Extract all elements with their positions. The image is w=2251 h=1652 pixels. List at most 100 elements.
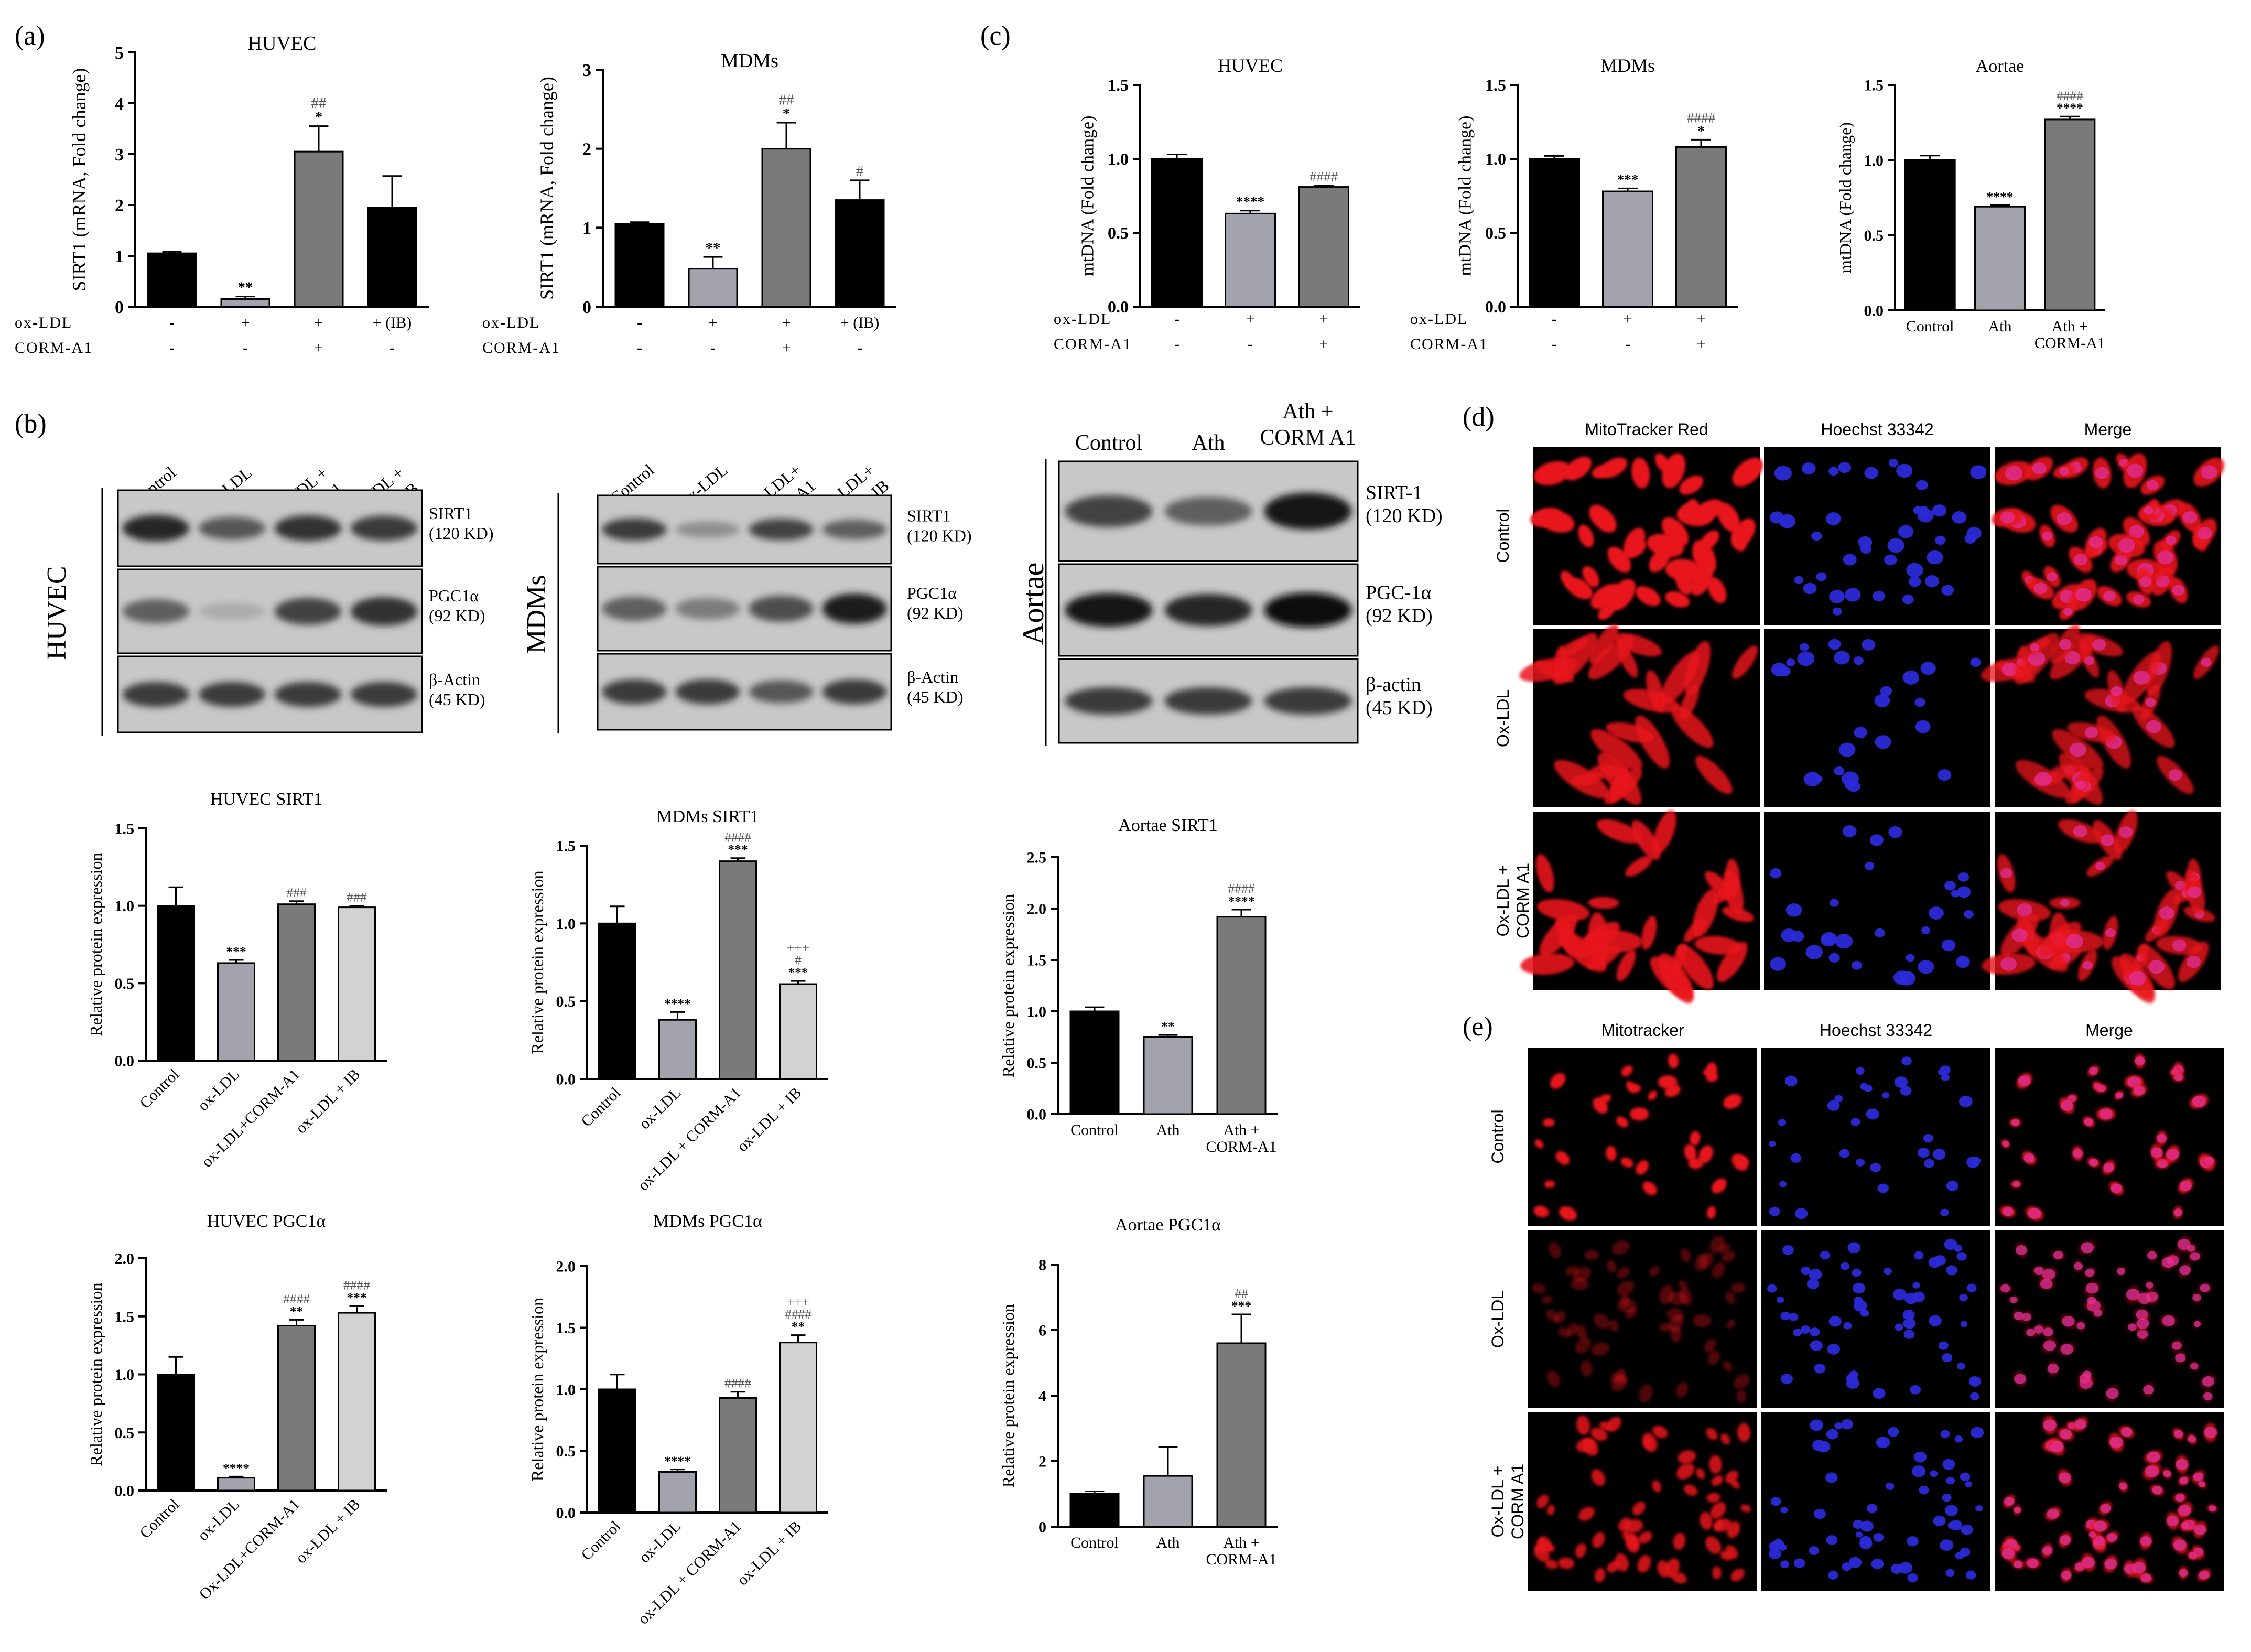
y-axis-label: Relative protein expression	[528, 1298, 547, 1481]
cell-mitochondria	[1732, 458, 1763, 487]
cell-nucleus	[2082, 1557, 2095, 1568]
cell-mitochondria	[1652, 1480, 1661, 1493]
cell-mitochondria	[1706, 1428, 1718, 1440]
cell-mitochondria	[1588, 897, 1619, 909]
cell-nucleus	[1877, 1183, 1889, 1193]
bar	[1143, 1036, 1193, 1115]
cell-nucleus	[1825, 512, 1841, 525]
blot-band	[198, 682, 266, 707]
cell-nucleus	[1828, 953, 1840, 963]
cell-mitochondria	[1732, 645, 1758, 679]
cell-mitochondria	[1611, 1240, 1630, 1255]
cell-nucleus	[2174, 1074, 2183, 1082]
blot-band-kd: (92 KD)	[907, 603, 964, 622]
y-tick-label: 1.5	[1485, 75, 1506, 94]
treatment-row-label: ox-LDL	[15, 314, 72, 331]
cell-nucleus	[2088, 1531, 2096, 1538]
bar	[1904, 159, 1956, 311]
cell-nucleus	[2187, 1245, 2195, 1252]
treatment-row-label: CORM-A1	[1410, 336, 1488, 353]
bar	[1298, 186, 1349, 308]
bar	[1216, 1342, 1267, 1528]
cell-nucleus	[1780, 1507, 1788, 1514]
x-tick-label: CORM-A1	[1206, 1551, 1276, 1568]
cell-nucleus	[2047, 572, 2058, 581]
cell-mitochondria	[1541, 1295, 1553, 1304]
cell-mitochondria	[1578, 524, 1594, 548]
cell-nucleus	[2000, 868, 2012, 879]
significance-label: ****	[1228, 893, 1255, 909]
micrograph-column-label: Mitotracker	[1601, 1021, 1684, 1040]
cell-nucleus	[1902, 595, 1914, 604]
cell-nucleus	[1848, 1557, 1862, 1568]
y-tick-label: 1.5	[556, 838, 576, 855]
blot-band-name: SIRT1	[429, 504, 472, 523]
cell-nucleus	[1884, 554, 1897, 566]
significance-label: **	[290, 1303, 304, 1319]
cell-mitochondria	[1592, 1532, 1605, 1548]
blot-band	[122, 515, 190, 542]
cell-nucleus	[2144, 506, 2153, 515]
cell-nucleus	[2093, 1309, 2103, 1317]
cell-nucleus	[2060, 899, 2070, 907]
cell-nucleus	[1788, 1313, 1799, 1321]
cell-mitochondria	[1615, 1553, 1629, 1572]
y-tick-label: 3	[115, 145, 124, 165]
cell-mitochondria	[1614, 633, 1662, 657]
x-tick-label: ox-LDL + CORM-A1	[634, 1518, 744, 1628]
blot-band-name: PGC-1α	[1366, 582, 1432, 604]
cell-mitochondria	[1648, 1090, 1658, 1100]
cell-nucleus	[1828, 1316, 1842, 1327]
cell-nucleus	[2204, 1427, 2217, 1438]
chart-c-aortae-mtdna: Aortae 0.0 0.5 1.0 1.5 mtDNA (Fold change) Con…	[1836, 57, 2105, 352]
cell-nucleus	[2157, 550, 2174, 565]
y-tick-label: 0.5	[115, 1424, 135, 1442]
significance-label: ***	[226, 944, 246, 959]
cell-mitochondria	[1592, 464, 1614, 479]
cell-nucleus	[1835, 934, 1853, 949]
significance-label: ***	[1231, 1298, 1251, 1313]
y-axis-label: mtDNA (Fold change)	[1836, 122, 1855, 273]
cell-nucleus	[1781, 928, 1797, 942]
cell-nucleus	[2188, 886, 2202, 898]
cell-nucleus	[2179, 1476, 2189, 1485]
cell-mitochondria	[1593, 1097, 1608, 1114]
cell-nucleus	[1769, 868, 1782, 879]
chart-title: HUVEC SIRT1	[210, 790, 322, 809]
cell-mitochondria	[1649, 1266, 1660, 1277]
cell-nucleus	[2104, 1558, 2117, 1570]
blot-band	[274, 515, 342, 542]
cell-nucleus	[2061, 1571, 2072, 1580]
cell-nucleus	[1771, 662, 1788, 677]
significance-label: ####	[724, 829, 751, 845]
cell-nucleus	[2097, 1085, 2106, 1092]
cell-mitochondria	[1731, 1282, 1746, 1293]
cell-nucleus	[2147, 1251, 2157, 1260]
micrograph-grid-e: Mitotracker Hoechst 33342 Merge Control Ox-L…	[1488, 1021, 2224, 1591]
cell-nucleus	[1885, 1482, 1895, 1490]
cell-nucleus	[1769, 511, 1784, 524]
cell-mitochondria	[1615, 1368, 1626, 1381]
y-tick-label: 4	[115, 94, 124, 114]
treatment-cell: +	[1624, 310, 1632, 328]
cell-nucleus	[1855, 1531, 1863, 1538]
cell-nucleus	[1957, 886, 1971, 898]
cell-mitochondria	[1555, 1151, 1570, 1165]
blot-band-name: β-Actin	[907, 667, 958, 686]
cell-nucleus	[2043, 1419, 2057, 1431]
cell-nucleus	[2082, 1370, 2092, 1378]
cell-nucleus	[1946, 1476, 1955, 1485]
cell-mitochondria	[1661, 651, 1700, 704]
cell-nucleus	[1888, 1427, 1899, 1437]
y-tick-label: 0	[115, 298, 124, 317]
cell-nucleus	[2073, 554, 2087, 566]
cell-nucleus	[1914, 698, 1925, 707]
cell-mitochondria	[1642, 1432, 1658, 1452]
blot-band-name: SIRT1	[907, 506, 950, 525]
cell-mitochondria	[1533, 1545, 1550, 1562]
significance-label: #	[795, 953, 802, 968]
cell-nucleus	[1975, 1505, 1983, 1512]
micrograph-panel	[1528, 1230, 1757, 1408]
